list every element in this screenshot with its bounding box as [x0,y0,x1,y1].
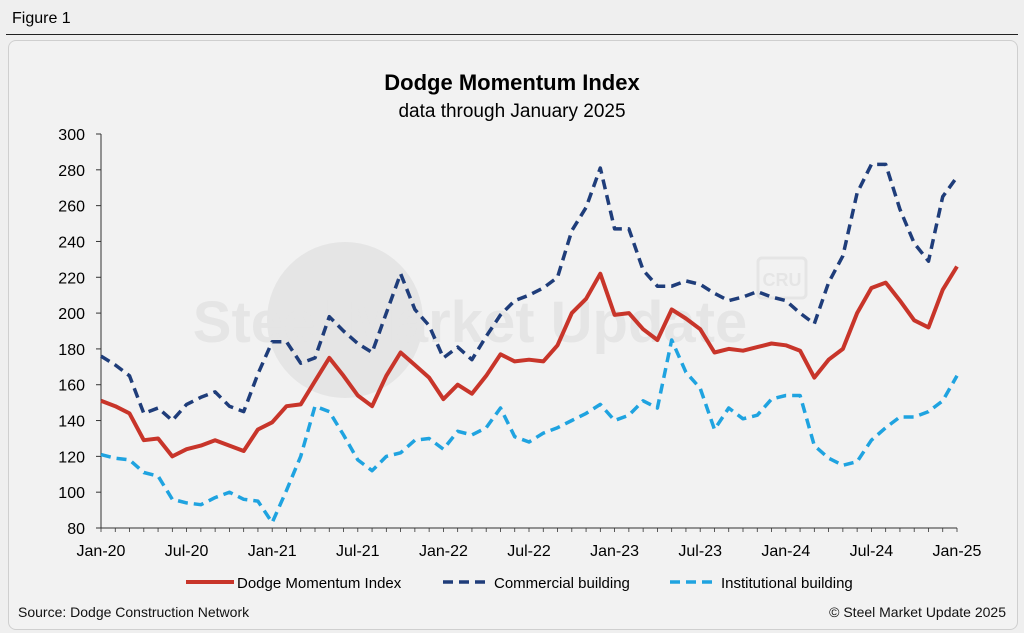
x-tick-label: Jan-22 [419,543,468,560]
y-tick-label: 200 [58,306,85,323]
y-tick-label: 300 [58,127,85,144]
x-tick-label: Jan-20 [77,543,126,560]
x-axis: Jan-20 Jul-20 Jan-21 Jul-21 Jan-22 Jul-22 Jan-… [77,527,982,560]
series-dodge-momentum-index [100,265,959,459]
x-tick-label: Jan-25 [933,543,982,560]
source-note: Source: Dodge Construction Network [18,604,250,620]
x-tick-label: Jan-24 [761,543,810,560]
y-tick-label: 100 [58,485,85,502]
legend-label: Dodge Momentum Index [237,575,402,592]
y-axis: 80 100 120 140 160 180 200 220 240 260 280 300 [58,127,102,538]
x-tick-label: Jul-24 [850,543,894,560]
series-commercial-building [100,162,959,423]
watermark-circle [267,242,423,398]
figure-header: Figure 1 [6,4,1018,35]
y-tick-label: 240 [58,234,85,251]
y-tick-label: 140 [58,414,85,431]
x-tick-label: Jul-22 [507,543,551,560]
x-tick-label: Jul-21 [336,543,380,560]
y-tick-label: 120 [58,449,85,466]
x-tick-label: Jul-20 [165,543,209,560]
chart-subtitle: data through January 2025 [398,101,625,122]
y-tick-label: 160 [58,378,85,395]
watermark: Steel Market Update CRU [193,242,808,398]
y-tick-label: 280 [58,163,85,180]
legend-item: Institutional building [670,575,853,592]
legend-item: Dodge Momentum Index [186,575,402,592]
x-tick-label: Jul-23 [678,543,722,560]
watermark-badge: CRU [763,270,802,290]
y-tick-label: 260 [58,199,85,216]
chart-title: Dodge Momentum Index [384,70,640,95]
watermark-text: Steel Market Update [193,290,747,355]
series-layer [100,162,959,525]
legend-item: Commercial building [443,575,630,592]
legend-label: Institutional building [721,575,853,592]
y-tick-label: 80 [67,521,85,538]
copyright-note: © Steel Market Update 2025 [829,604,1006,620]
series-institutional-building [100,338,959,525]
legend-label: Commercial building [494,575,630,592]
x-tick-label: Jan-23 [590,543,639,560]
legend: Dodge Momentum Index Commercial building I… [186,575,853,592]
y-tick-label: 180 [58,342,85,359]
figure-label: Figure 1 [12,10,71,27]
x-tick-label: Jan-21 [248,543,297,560]
y-tick-label: 220 [58,270,85,287]
